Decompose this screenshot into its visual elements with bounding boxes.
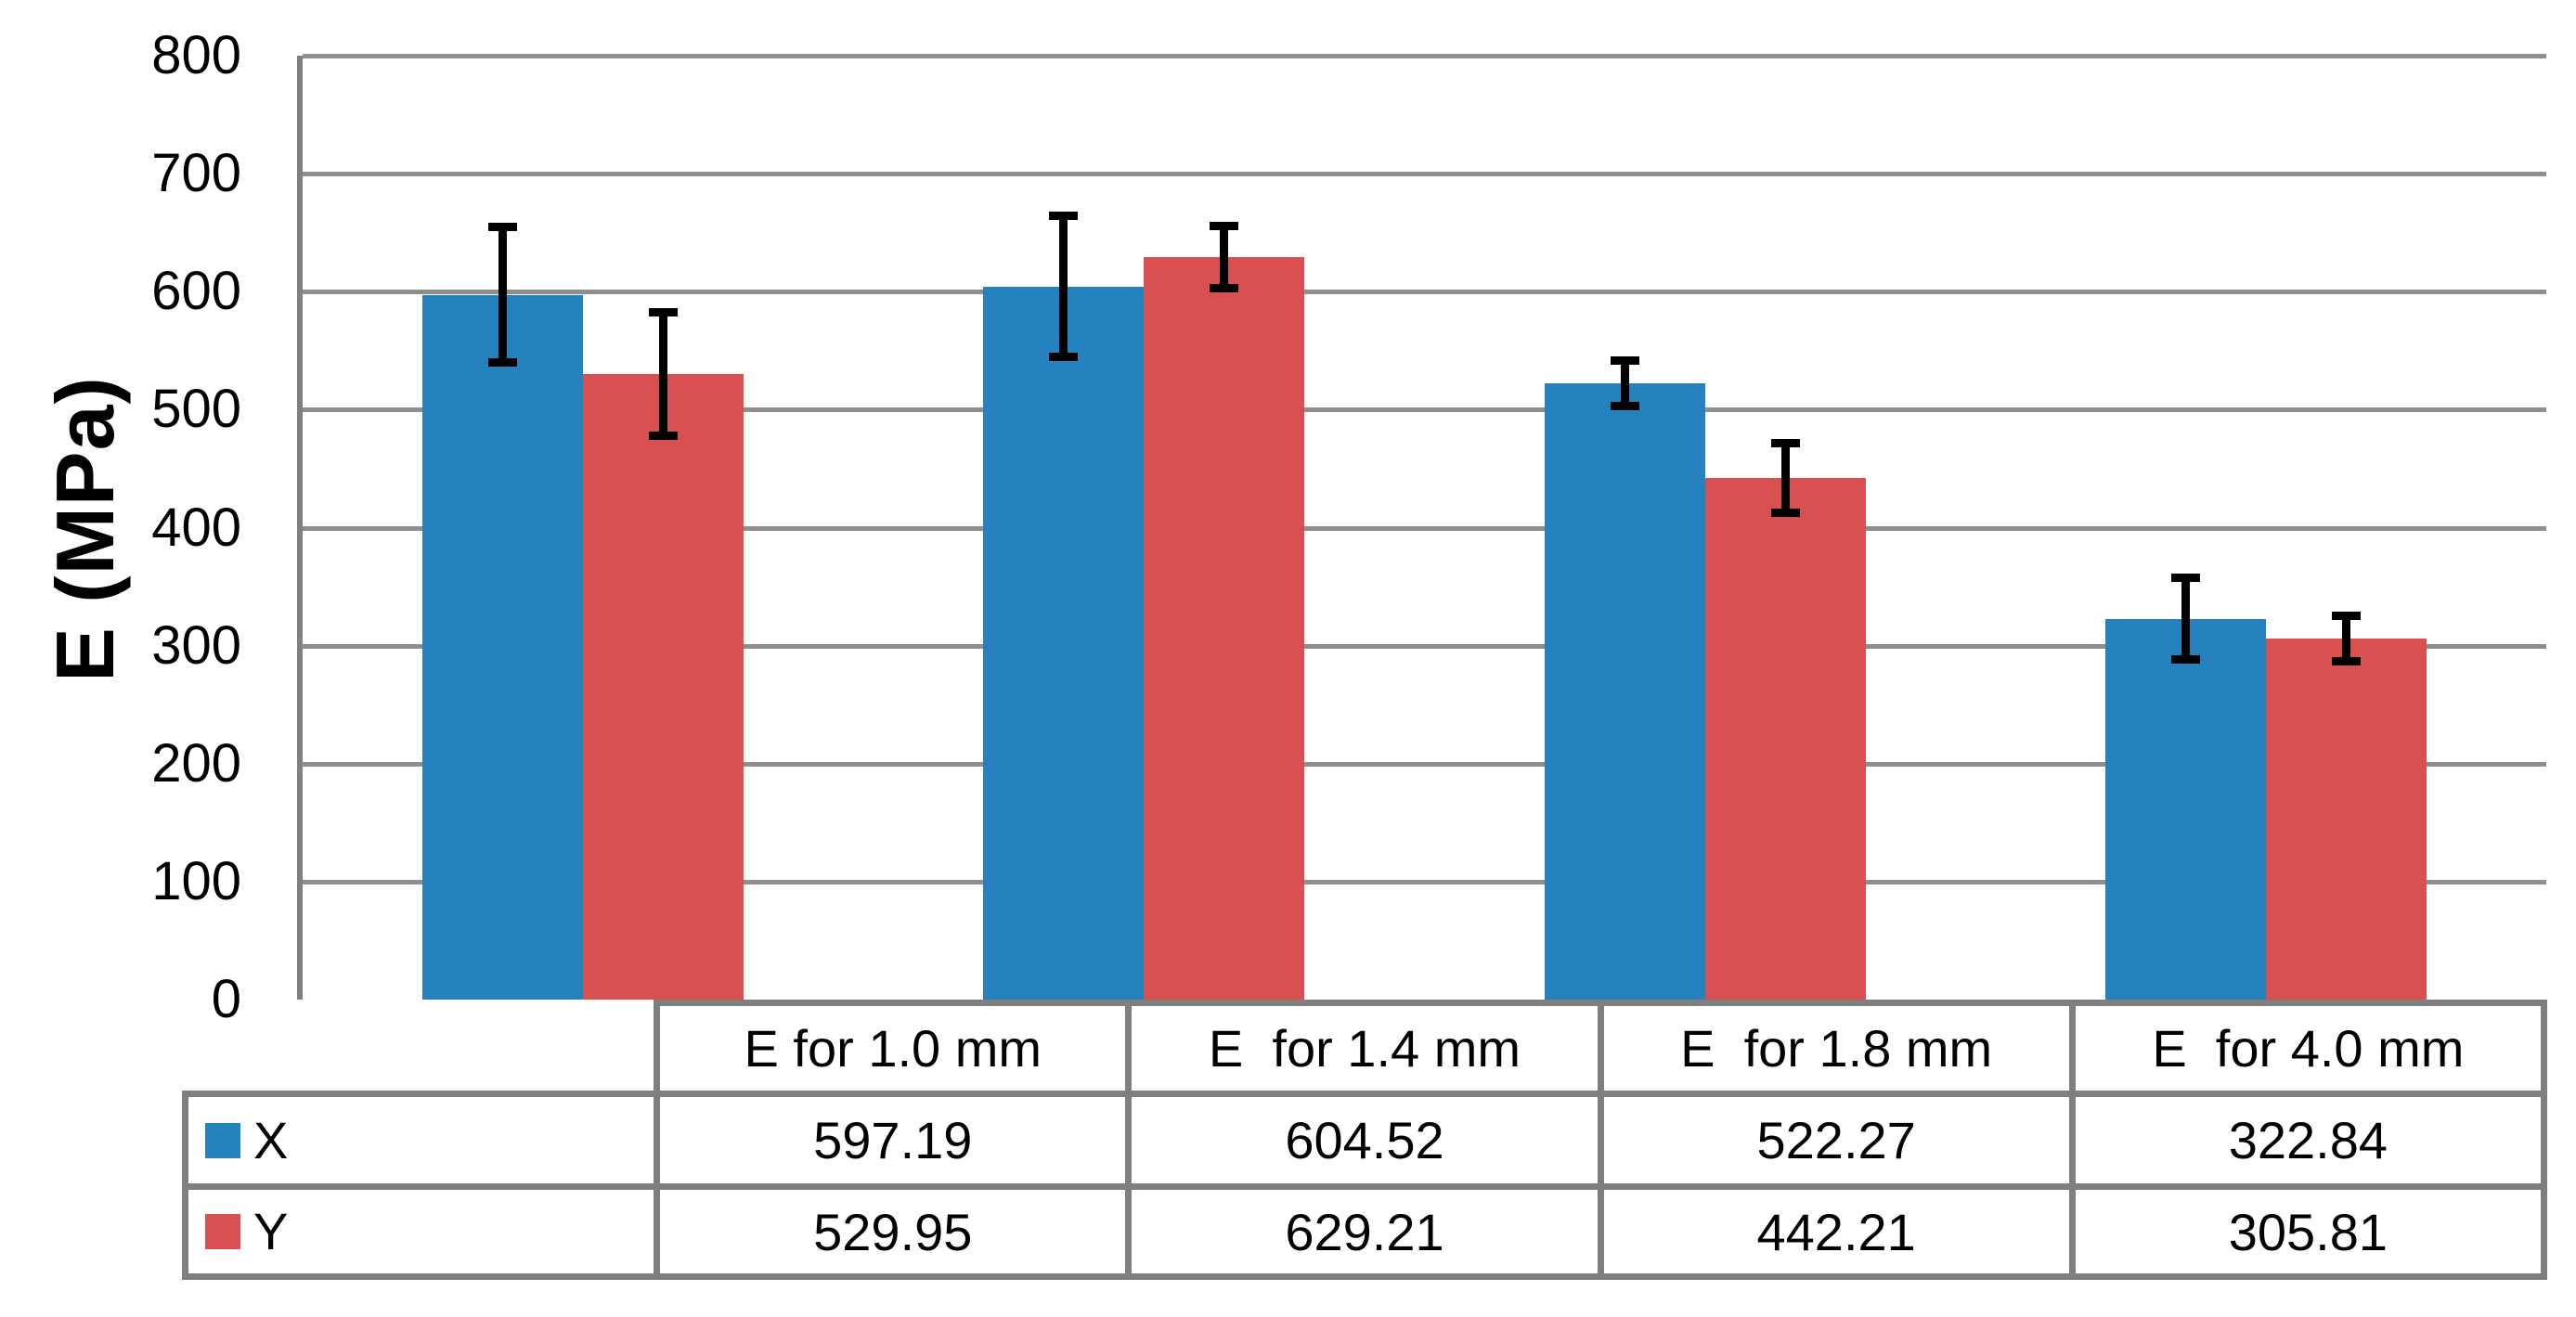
plot-area <box>297 54 2546 1000</box>
y-tick-label: 100 <box>151 850 241 911</box>
table-header-row: E for 1.0 mm E for 1.4 mm E for 1.8 mm E… <box>186 1000 2548 1097</box>
error-bar <box>2170 574 2200 664</box>
bar-y-E for 1.8 mm <box>1704 477 1866 1000</box>
category-header: E for 1.4 mm <box>1125 1000 1604 1097</box>
legend-cell-y: Y <box>181 1183 661 1280</box>
table-row-series-y: Y 529.95 629.21 442.21 305.81 <box>181 1183 2548 1280</box>
bar-x-E for 4.0 mm <box>2104 618 2266 1000</box>
bar-x-E for 1.8 mm <box>1544 383 1705 1000</box>
bar-x-E for 1.4 mm <box>983 286 1145 1000</box>
error-bar <box>1210 221 1239 293</box>
table-value: 629.21 <box>1125 1183 1604 1280</box>
table-corner-spacer <box>186 1003 657 1094</box>
y-tick-label: 800 <box>151 25 241 85</box>
bar-y-E for 1.0 mm <box>583 374 744 1000</box>
bar-x-E for 1.0 mm <box>422 294 584 1000</box>
series-x-label: X <box>253 1110 289 1169</box>
gridline <box>303 525 2546 531</box>
error-bar <box>1770 438 1800 517</box>
table-value: 442.21 <box>1597 1183 2076 1280</box>
data-table: E for 1.0 mm E for 1.4 mm E for 1.8 mm E… <box>181 1000 2548 1280</box>
category-header: E for 1.8 mm <box>1597 1000 2076 1097</box>
error-bar <box>488 223 518 368</box>
gridline <box>303 761 2546 767</box>
table-value: 322.84 <box>2068 1091 2548 1190</box>
table-value: 305.81 <box>2068 1183 2548 1280</box>
error-bar <box>649 308 679 441</box>
series-y-color-swatch <box>205 1214 240 1249</box>
table-value: 529.95 <box>654 1183 1133 1280</box>
category-header: E for 1.0 mm <box>654 1000 1133 1097</box>
error-bar <box>1049 212 1079 361</box>
error-bar <box>1610 355 1639 411</box>
y-tick-label: 300 <box>151 614 241 676</box>
table-value: 604.52 <box>1125 1091 1604 1190</box>
bar-y-E for 1.4 mm <box>1144 257 1305 1000</box>
y-tick-label: 0 <box>211 969 241 1029</box>
table-value: 597.19 <box>654 1091 1133 1190</box>
gridline <box>303 879 2546 884</box>
y-tick-label: 500 <box>151 379 241 440</box>
y-tick-label: 600 <box>151 261 241 322</box>
legend-cell-x: X <box>181 1091 661 1190</box>
bar-y-E for 4.0 mm <box>2265 639 2427 1000</box>
series-x-color-swatch <box>205 1122 240 1158</box>
y-tick-label: 200 <box>151 732 241 794</box>
y-tick-label: 400 <box>151 497 241 558</box>
gridline <box>303 643 2546 649</box>
gridline <box>303 290 2546 295</box>
gridline <box>303 54 2546 58</box>
series-y-label: Y <box>253 1202 289 1260</box>
category-header: E for 4.0 mm <box>2068 1000 2548 1097</box>
gridline <box>303 407 2546 413</box>
error-bar <box>2331 612 2361 666</box>
gridline <box>303 172 2546 177</box>
table-row-series-x: X 597.19 604.52 522.27 322.84 <box>181 1091 2548 1190</box>
y-tick-label: 700 <box>151 143 241 204</box>
table-value: 522.27 <box>1597 1091 2076 1190</box>
